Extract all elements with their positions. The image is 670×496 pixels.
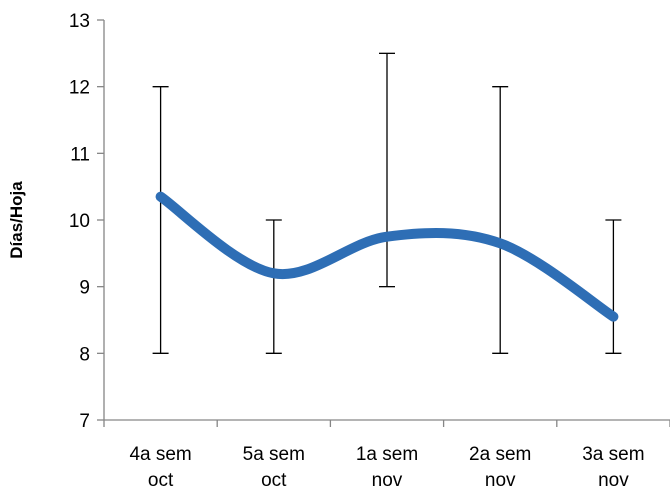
y-axis: 7 8 9 10 11 12 13: [69, 11, 105, 432]
data-point: [386, 236, 388, 238]
y-tick-label: 13: [69, 11, 90, 32]
x-tick-label-line: 2a sem: [469, 444, 531, 465]
x-tick-label-line: oct: [261, 470, 287, 491]
series: [155, 191, 619, 322]
y-axis-title: Días/Hoja: [7, 181, 26, 259]
x-tick-label: 3a sem nov: [582, 444, 644, 491]
x-tick-label: 5a sem oct: [243, 444, 305, 491]
y-tick-label: 8: [79, 344, 90, 365]
x-tick-label-line: 1a sem: [356, 444, 418, 465]
x-tick-label-line: nov: [372, 470, 403, 491]
x-tick-label-line: nov: [485, 470, 516, 491]
error-bars: [152, 52, 622, 354]
x-tick-label-line: nov: [598, 470, 629, 491]
y-tick-label: 7: [79, 411, 90, 432]
y-tick-label: 11: [70, 144, 90, 165]
data-point: [160, 196, 162, 198]
x-tick-label-line: 3a sem: [582, 444, 644, 465]
data-point: [273, 272, 275, 274]
x-tick-label: 4a sem oct: [129, 444, 191, 491]
y-tick-label: 12: [69, 78, 90, 99]
x-tick-label: 1a sem nov: [356, 444, 418, 491]
data-point: [499, 242, 501, 244]
x-tick-label-line: 5a sem: [243, 444, 305, 465]
x-tick-label-line: 4a sem: [129, 444, 191, 465]
x-tick-label: 2a sem nov: [469, 444, 531, 491]
data-point: [612, 316, 614, 318]
y-tick-label: 9: [79, 278, 90, 299]
x-tick-label-line: oct: [148, 470, 174, 491]
y-tick-label: 10: [69, 211, 90, 232]
